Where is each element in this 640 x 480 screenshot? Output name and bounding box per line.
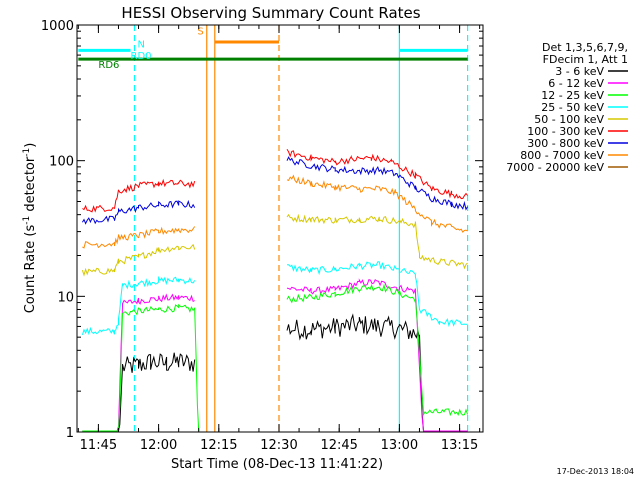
series-line-4-0 bbox=[81, 243, 196, 277]
x-axis-label: Start Time (08-Dec-13 11:41:22) bbox=[171, 457, 383, 472]
chart-title: HESSI Observing Summary Count Rates bbox=[121, 4, 420, 22]
plot-frame bbox=[76, 24, 484, 433]
legend-label-0: 3 - 6 keV bbox=[555, 65, 604, 78]
y-label-main: Count Rate (s bbox=[23, 225, 38, 314]
legend-header-1: FDecim 1, Att 1 bbox=[543, 53, 628, 66]
series-line-7-1 bbox=[286, 174, 468, 233]
series-line-3-0 bbox=[81, 275, 196, 336]
x-tick-label-0: 11:45 bbox=[80, 438, 117, 453]
series-12-25-kev bbox=[82, 283, 469, 432]
y-label-end: ) bbox=[23, 143, 38, 148]
legend: Det 1,3,5,6,7,9,FDecim 1, Att 13 - 6 keV… bbox=[506, 41, 628, 174]
series-line-2-0 bbox=[82, 303, 200, 432]
legend-label-5: 100 - 300 keV bbox=[527, 125, 604, 138]
y-label-sup1: -1 bbox=[22, 216, 32, 225]
legend-label-1: 6 - 12 keV bbox=[548, 77, 604, 90]
y-axis-label: Count Rate (s-1 detector-1) bbox=[22, 143, 38, 314]
series-25-50-kev bbox=[81, 261, 468, 336]
series-line-5-1 bbox=[286, 149, 468, 200]
y-tick-label-0: 1 bbox=[66, 426, 74, 441]
x-tick-label-3: 12:30 bbox=[260, 438, 297, 453]
legend-label-2: 12 - 25 keV bbox=[541, 89, 604, 102]
series-line-0-1 bbox=[286, 313, 468, 432]
legend-header-0: Det 1,3,5,6,7,9, bbox=[542, 41, 628, 54]
timestamp: 17-Dec-2013 18:04 bbox=[557, 467, 634, 476]
series-line-6-0 bbox=[81, 199, 196, 225]
series-line-1-1 bbox=[286, 278, 468, 432]
x-tick-label-4: 12:45 bbox=[320, 438, 357, 453]
series-line-5-0 bbox=[82, 178, 196, 213]
series-800-7000-kev bbox=[82, 174, 468, 249]
series-line-4-1 bbox=[286, 213, 468, 270]
series-300-800-kev bbox=[81, 156, 469, 225]
flag-label-rd0: RD0 bbox=[131, 51, 152, 62]
series-3-6-kev bbox=[82, 313, 468, 432]
y-tick-label-1: 10 bbox=[57, 290, 74, 305]
x-tick-label-6: 13:15 bbox=[441, 438, 478, 453]
legend-label-6: 300 - 800 keV bbox=[527, 137, 604, 150]
legend-label-8: 7000 - 20000 keV bbox=[506, 161, 604, 174]
flag-label-n: N bbox=[138, 40, 145, 51]
series-line-2-1 bbox=[286, 283, 469, 417]
series-line-0-0 bbox=[82, 352, 196, 432]
legend-label-3: 25 - 50 keV bbox=[541, 101, 604, 114]
series-line-7-0 bbox=[82, 226, 196, 249]
x-tick-label-1: 12:00 bbox=[140, 438, 177, 453]
y-label-mid: detector bbox=[23, 156, 38, 216]
x-tick-label-2: 12:15 bbox=[200, 438, 237, 453]
y-label-sup2: -1 bbox=[22, 148, 32, 157]
x-tick-label-5: 13:00 bbox=[381, 438, 418, 453]
legend-label-7: 800 - 7000 keV bbox=[520, 149, 604, 162]
series-line-6-1 bbox=[286, 156, 469, 211]
y-tick-label-3: 1000 bbox=[41, 19, 74, 34]
y-tick-label-2: 100 bbox=[49, 155, 74, 170]
flag-label-rd6: RD6 bbox=[98, 60, 119, 71]
flag-label-s: S bbox=[197, 27, 203, 38]
series-line-3-1 bbox=[287, 261, 468, 327]
series-6-12-kev bbox=[82, 278, 468, 432]
series-100-300-kev bbox=[82, 149, 468, 213]
series-50-100-kev bbox=[81, 213, 468, 277]
legend-label-4: 50 - 100 keV bbox=[534, 113, 604, 126]
